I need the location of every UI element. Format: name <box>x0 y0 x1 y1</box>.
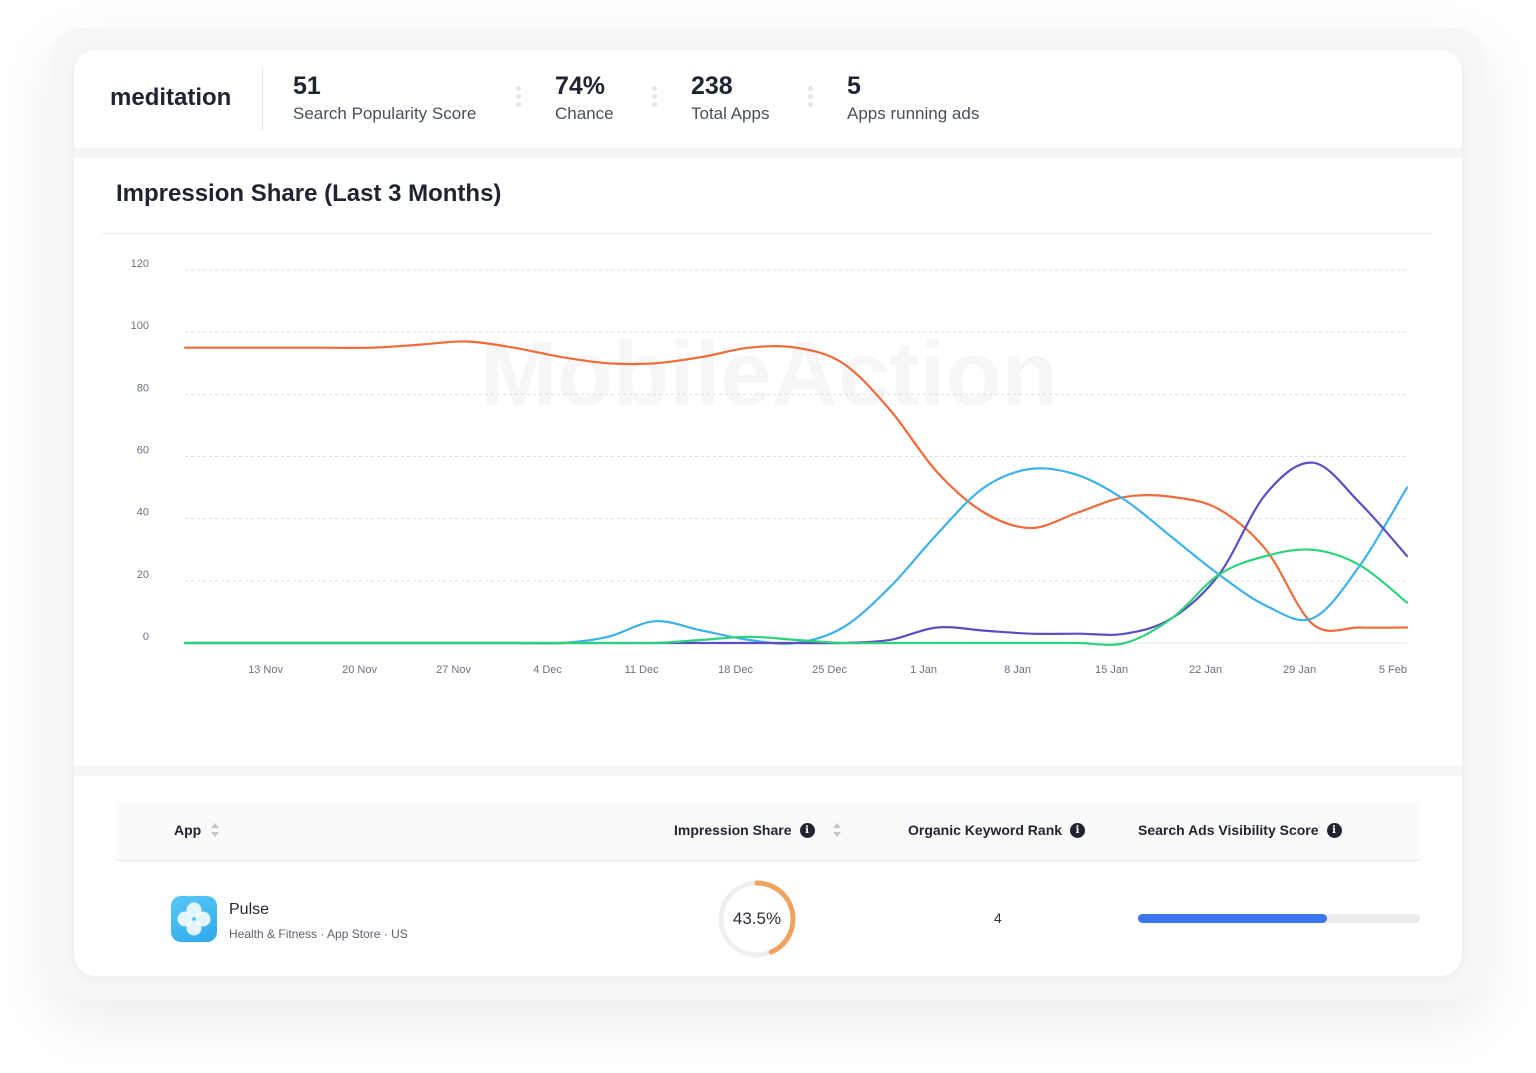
keyword-stats-header: meditation 51 Search Popularity Score 74… <box>74 50 1462 148</box>
section-separator <box>74 148 1462 158</box>
ring-progress <box>718 880 796 958</box>
drag-handle-icon <box>652 86 658 110</box>
y-tick-label: 40 <box>137 507 149 519</box>
app-meta: Health & Fitness · App Store · US <box>229 927 408 941</box>
section-separator <box>74 766 1462 776</box>
stat-label: Search Popularity Score <box>293 104 477 123</box>
watermark: MobileAction <box>480 323 1058 425</box>
divider <box>262 68 263 130</box>
y-tick-label: 100 <box>131 320 149 332</box>
table-row[interactable]: Pulse Health & Fitness · App Store · US … <box>116 861 1420 976</box>
x-tick-label: 13 Nov <box>248 664 283 676</box>
series-line-purple[interactable] <box>183 461 1409 645</box>
divider <box>102 233 1432 234</box>
table-header: App Impression Share i Organic Keyword R… <box>116 802 1420 861</box>
column-label: Organic Keyword Rank <box>908 822 1063 838</box>
info-icon[interactable]: i <box>799 822 815 838</box>
app-icon[interactable] <box>171 896 217 942</box>
info-icon[interactable]: i <box>1326 822 1342 838</box>
series-line-green[interactable] <box>183 548 1409 646</box>
app-name[interactable]: Pulse <box>229 901 270 918</box>
x-tick-label: 15 Jan <box>1095 664 1128 676</box>
stat-total-apps: 238 Total Apps <box>691 70 769 124</box>
y-tick-label: 80 <box>137 382 149 394</box>
sort-icon[interactable] <box>211 823 220 837</box>
x-tick-label: 18 Dec <box>718 664 753 676</box>
x-tick-label: 5 Feb <box>1379 664 1407 676</box>
chart-title: Impression Share (Last 3 Months) <box>116 180 502 207</box>
stat-label: Total Apps <box>691 104 770 123</box>
column-header-impression-share[interactable]: Impression Share i <box>674 822 842 838</box>
visibility-score-bar <box>1138 914 1420 923</box>
sort-icon[interactable] <box>832 823 842 837</box>
x-tick-label: 22 Jan <box>1189 664 1222 676</box>
impression-share-value: 43.5% <box>732 909 782 928</box>
x-tick-label: 8 Jan <box>1004 664 1031 676</box>
y-tick-label: 120 <box>131 258 149 270</box>
drag-handle-icon <box>516 86 522 110</box>
y-tick-label: 0 <box>143 631 149 643</box>
stat-value: 51 <box>293 72 321 100</box>
x-tick-label: 29 Jan <box>1283 664 1316 676</box>
visibility-score-fill <box>1138 914 1327 923</box>
column-label: App <box>174 822 202 838</box>
column-header-organic-rank: Organic Keyword Rank i <box>908 822 1086 838</box>
impression-share-chart: MobileAction 0 20 40 60 80 100 120 13 Nov 20 No… <box>131 258 1409 676</box>
organic-rank-value: 4 <box>994 910 1002 926</box>
stat-value: 5 <box>847 72 861 100</box>
info-icon[interactable]: i <box>1070 822 1086 838</box>
column-label: Impression Share <box>674 822 792 838</box>
x-tick-label: 27 Nov <box>436 664 471 676</box>
x-tick-label: 4 Dec <box>533 664 562 676</box>
stat-chance: 74% Chance <box>555 70 614 124</box>
stat-label: Chance <box>555 104 614 123</box>
x-tick-label: 20 Nov <box>342 664 377 676</box>
x-tick-label: 25 Dec <box>812 664 847 676</box>
column-header-visibility-score: Search Ads Visibility Score i <box>1138 822 1342 838</box>
stat-apps-running-ads: 5 Apps running ads <box>847 70 979 124</box>
impression-share-ring <box>718 880 796 958</box>
stat-value: 238 <box>691 72 733 100</box>
x-tick-label: 1 Jan <box>910 664 937 676</box>
keyword-title: meditation <box>110 84 232 111</box>
keyword-detail-card: meditation 51 Search Popularity Score 74… <box>74 50 1462 976</box>
y-tick-label: 20 <box>137 569 149 581</box>
stat-value: 74% <box>555 72 606 100</box>
series-line-orange[interactable] <box>183 340 1409 632</box>
series-line-blue[interactable] <box>183 467 1409 645</box>
column-label: Search Ads Visibility Score <box>1138 822 1319 838</box>
x-tick-label: 11 Dec <box>625 664 660 676</box>
stat-label: Apps running ads <box>847 104 980 123</box>
y-tick-label: 60 <box>137 445 149 457</box>
drag-handle-icon <box>808 86 814 110</box>
column-header-app[interactable]: App <box>174 822 220 838</box>
stat-search-popularity: 51 Search Popularity Score <box>293 70 476 124</box>
